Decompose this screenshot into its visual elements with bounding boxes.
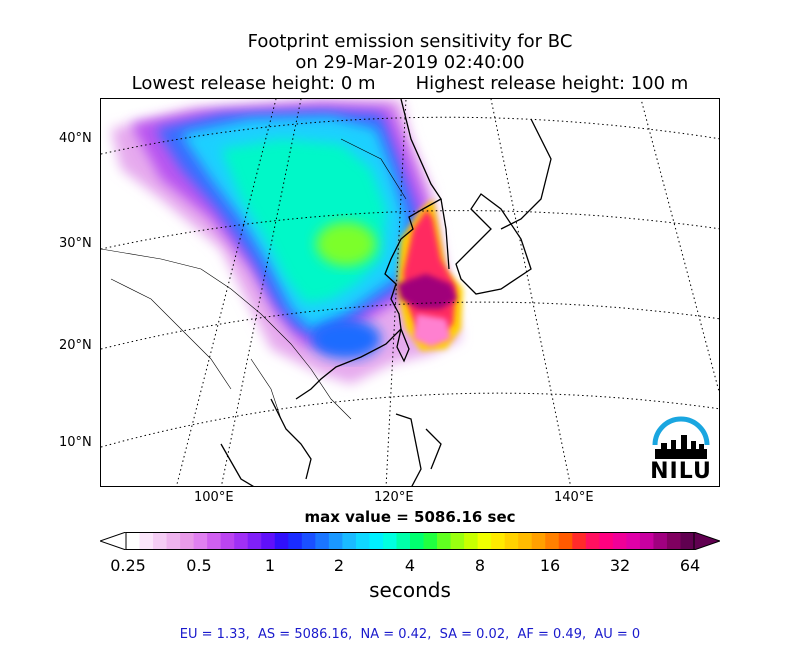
colorbar-cell: [126, 532, 140, 550]
lat-label-30n: 30°N: [59, 236, 92, 251]
colorbar-cell: [491, 532, 506, 550]
colorbar-cell: [220, 532, 235, 550]
colorbar-tick: 1: [264, 556, 276, 575]
colorbar-tick: 0.5: [186, 556, 212, 575]
colorbar-cell: [139, 532, 154, 550]
map-canvas: [101, 99, 719, 486]
colorbar-cell: [342, 532, 357, 550]
colorbar-tick: 16: [539, 556, 561, 575]
colorbar-cell: [396, 532, 411, 550]
colorbar-cell: [153, 532, 167, 550]
colorbar-cell: [410, 532, 424, 550]
colorbar-cell: [328, 532, 343, 550]
colorbar-tick: 2: [333, 556, 345, 575]
lat-label-10n: 10°N: [59, 435, 92, 450]
colorbar-cell: [437, 532, 451, 550]
colorbar-cell: [450, 532, 465, 550]
lowest-release-height: Lowest release height: 0 m: [131, 73, 376, 94]
colorbar-tick: 0.25: [110, 556, 146, 575]
colorbar-cell: [423, 532, 438, 550]
map-title: Footprint emission sensitivity for BC: [247, 31, 573, 52]
colorbar-cell: [301, 532, 316, 550]
colorbar-cell: [639, 532, 654, 550]
lon-label-120e: 120°E: [374, 490, 414, 505]
highest-release-height: Highest release height: 100 m: [415, 73, 689, 94]
sensitivity-field: [111, 99, 463, 384]
colorbar-cell: [653, 532, 668, 550]
colorbar-tick: 8: [474, 556, 486, 575]
region-summary: EU = 1.33, AS = 5086.16, NA = 0.42, SA =…: [179, 627, 641, 642]
colorbar-cell: [207, 532, 222, 550]
colorbar-cell: [558, 532, 573, 550]
colorbar-cell: [369, 532, 384, 550]
footprint-map: NILU: [100, 98, 720, 487]
colorbar-cell: [680, 532, 695, 550]
colorbar-cell: [666, 532, 681, 550]
country-borders: [101, 138, 407, 420]
colorbar: [100, 532, 720, 550]
colorbar-cell: [261, 532, 276, 550]
colorbar-tick: 64: [679, 556, 701, 575]
colorbar-label: seconds: [369, 578, 451, 602]
colorbar-tick: 4: [404, 556, 416, 575]
colorbar-high-arrow: [693, 532, 720, 550]
colorbar-cell: [599, 532, 614, 550]
lon-label-140e: 140°E: [554, 490, 594, 505]
nilu-logo: NILU: [649, 413, 713, 485]
colorbar-cell: [355, 532, 370, 550]
colorbar-cell: [531, 532, 546, 550]
colorbar-cell: [382, 532, 397, 550]
lat-label-20n: 20°N: [59, 338, 92, 353]
map-date: on 29-Mar-2019 02:40:00: [295, 52, 525, 73]
colorbar-tick: 32: [609, 556, 631, 575]
colorbar-cell: [247, 532, 262, 550]
max-value: max value = 5086.16 sec: [304, 508, 516, 526]
colorbar-outline: [125, 532, 695, 550]
logo-text: NILU: [650, 459, 712, 484]
nilu-logo-mark: [652, 416, 710, 459]
colorbar-cell: [274, 532, 289, 550]
colorbar-cell: [626, 532, 641, 550]
colorbar-cell: [545, 532, 560, 550]
colorbar-cell: [518, 532, 533, 550]
lon-label-100e: 100°E: [194, 490, 234, 505]
colorbar-cell: [585, 532, 600, 550]
colorbar-cell: [166, 532, 181, 550]
colorbar-cell: [477, 532, 492, 550]
colorbar-cell: [288, 532, 303, 550]
colorbar-cell: [504, 532, 519, 550]
colorbar-cells: [126, 532, 695, 550]
lat-label-40n: 40°N: [59, 131, 92, 146]
release-heights: Lowest release height: 0 m Highest relea…: [0, 73, 800, 95]
colorbar-cell: [180, 532, 195, 550]
colorbar-cell: [612, 532, 627, 550]
colorbar-cell: [234, 532, 249, 550]
colorbar-cell: [572, 532, 587, 550]
colorbar-cell: [464, 532, 479, 550]
colorbar-cell: [315, 532, 330, 550]
graticule: [101, 99, 719, 486]
colorbar-low-arrow: [100, 532, 127, 550]
colorbar-cell: [193, 532, 208, 550]
